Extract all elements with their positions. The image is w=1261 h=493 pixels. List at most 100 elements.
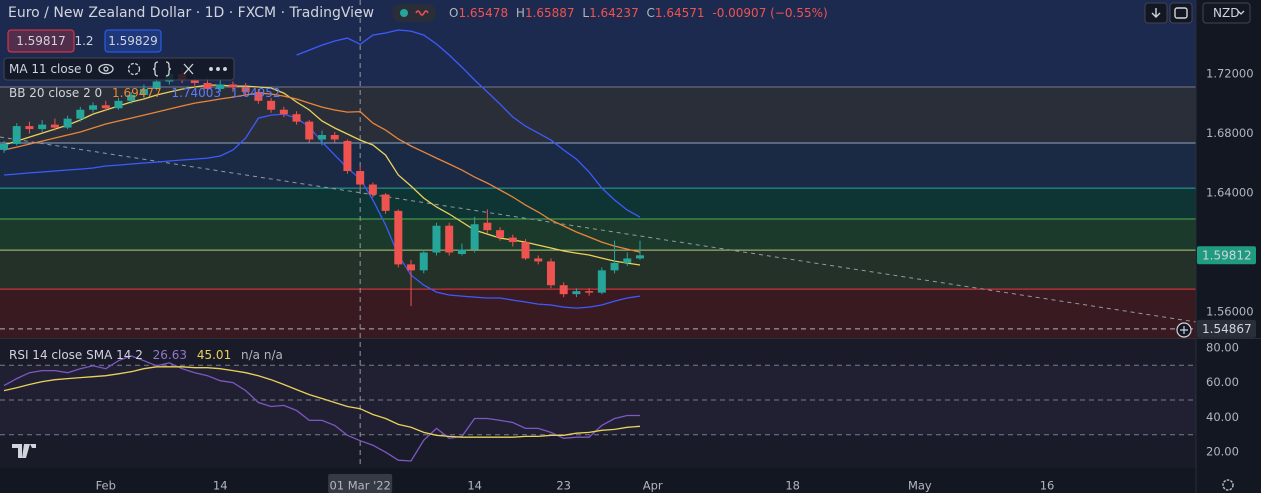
candle-body [368,184,377,195]
candle-body [572,291,581,295]
candle-body [63,118,72,128]
rsi-value: 26.63 [153,348,187,362]
sell-button[interactable] [7,29,75,53]
bid-price: 1.59817 [16,34,66,48]
ohlc-value: 1.64237 [589,6,639,20]
ma-legend[interactable] [3,57,235,81]
candle-body [356,171,365,185]
rsi-line [3,366,641,438]
candle-body [330,135,339,140]
candle-body [267,100,276,110]
alert-label: 1.54867 [1202,322,1252,336]
candle-body [228,84,237,88]
candle-body [457,249,466,254]
candle-body [546,261,555,286]
rsi-line [3,355,640,462]
eye-pupil [103,66,109,72]
x-tick-label: Apr [643,479,663,493]
bb-legend: BB 20 close 2 0 1.69477 1.74003 1.64952 [9,86,281,100]
rsi-na: n/a n/a [241,348,283,362]
settings-gear[interactable] [1222,479,1234,491]
candle-body [508,237,517,243]
y-tick-label: 1.72000 [1206,67,1254,81]
status-dot [400,9,408,17]
ask-price: 1.59829 [108,34,158,48]
candle-body [419,252,428,271]
y-tick-label: 1.64000 [1206,186,1254,200]
candle-body [521,242,530,259]
candle-body [292,114,301,122]
candle-body [25,126,34,130]
ohlc-value: 1.64571 [655,6,705,20]
remove-icon[interactable] [183,63,194,75]
bb-upper: 1.74003 [171,86,221,100]
candle-body [432,225,441,253]
rsi-lines [3,355,641,462]
ohlc-key: L [582,6,589,20]
status-wave [415,10,429,16]
fullscreen-button[interactable] [1169,2,1193,24]
candle-body [76,109,85,119]
candle-body [483,222,492,231]
tv-logo[interactable] [12,444,36,458]
bb-lower: 1.64952 [231,86,281,100]
candle-body [445,225,454,253]
rsi-tick-label: 20.00 [1206,445,1239,459]
bb-label: BB 20 close 2 0 [9,86,102,100]
trendline [0,136,1197,323]
candle-body [394,210,403,265]
candle-body [190,80,199,83]
rsi-tick-label: 40.00 [1206,410,1239,424]
y-tick-label: 1.56000 [1206,304,1254,318]
ohlc-key: H [516,6,525,20]
legend-icons [98,61,227,77]
chevron [1237,10,1245,15]
buy-button[interactable] [104,29,162,53]
x-tick-label: 01 Mar '22 [329,479,390,493]
alert-tag [1197,319,1256,338]
candle-body [585,291,594,293]
x-tick-label: 16 [1040,479,1055,493]
spread: 1.2 [74,34,93,48]
candle-body [127,94,136,101]
indicator-line [3,92,641,253]
x-tick-label: 14 [213,479,228,493]
time-axis [0,468,1196,493]
more-icon [216,67,220,71]
indicator-line [296,29,641,218]
last-price-label: 1.59812 [1202,248,1252,262]
candle-body [470,224,479,250]
candle-body [279,109,288,115]
rsi-panel [0,339,1196,468]
crosshair-date-box [328,474,393,493]
candle-body [496,230,505,238]
candle-body [597,270,606,293]
change: -0.00907 (−0.55%) [712,6,827,20]
candle-body [623,258,632,263]
plus-icon [1180,326,1188,334]
rsi-tick-label: 80.00 [1206,340,1239,354]
candle-body [0,143,8,150]
candle-body [38,124,47,130]
settings-icon[interactable] [127,62,141,76]
candle-body [152,81,161,89]
eye-icon[interactable] [98,63,114,75]
candle-body [50,124,59,128]
more-icon[interactable] [209,67,213,71]
x-tick-label: May [908,479,932,493]
currency-dropdown[interactable] [1202,2,1251,24]
rsi-tick-label: 60.00 [1206,375,1239,389]
candle-body [559,285,568,295]
candle-body [610,262,619,271]
source-icon[interactable] [152,61,172,77]
arrow-icon [1151,8,1161,18]
level-zone [0,188,1196,220]
candle-body [381,194,390,211]
candle-body [139,88,148,95]
status-pill[interactable] [392,4,436,22]
bb-basis: 1.69477 [112,86,162,100]
candle-body [318,135,326,140]
candle-body [89,105,98,110]
ohlc-legend: O1.65478 H1.65887 L1.64237 C1.64571 -0.0… [449,6,828,20]
